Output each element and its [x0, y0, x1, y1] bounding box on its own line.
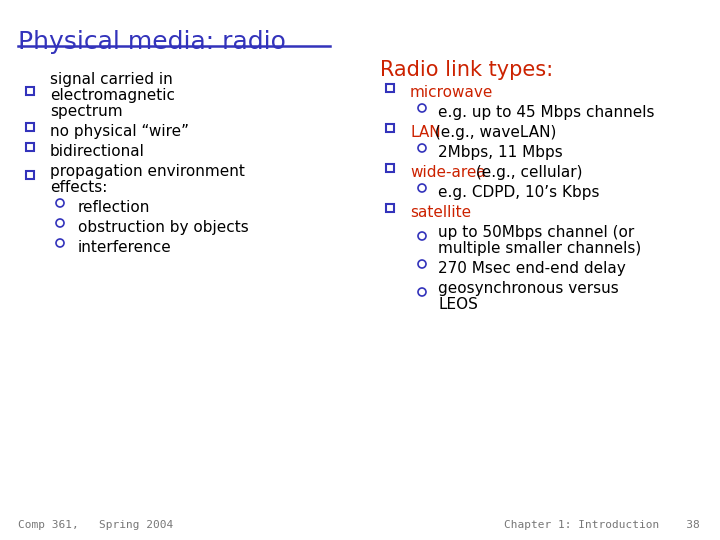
Text: Physical media: radio: Physical media: radio — [18, 30, 286, 54]
Text: multiple smaller channels): multiple smaller channels) — [438, 241, 642, 256]
Text: no physical “wire”: no physical “wire” — [50, 124, 189, 139]
Text: LEOS: LEOS — [438, 297, 478, 312]
Text: bidirectional: bidirectional — [50, 144, 145, 159]
Bar — [386, 84, 394, 92]
Bar — [386, 204, 394, 212]
Text: obstruction by objects: obstruction by objects — [78, 220, 248, 235]
Text: signal carried in: signal carried in — [50, 72, 173, 87]
Bar — [26, 171, 34, 179]
Text: electromagnetic: electromagnetic — [50, 88, 175, 103]
Text: 270 Msec end-end delay: 270 Msec end-end delay — [438, 261, 626, 276]
Text: effects:: effects: — [50, 180, 107, 195]
Bar — [26, 87, 34, 95]
Text: up to 50Mbps channel (or: up to 50Mbps channel (or — [438, 225, 634, 240]
Text: Radio link types:: Radio link types: — [380, 60, 553, 80]
Text: Comp 361,   Spring 2004: Comp 361, Spring 2004 — [18, 520, 174, 530]
Text: interference: interference — [78, 240, 172, 255]
Text: reflection: reflection — [78, 200, 150, 215]
Text: Chapter 1: Introduction    38: Chapter 1: Introduction 38 — [504, 520, 700, 530]
Text: satellite: satellite — [410, 205, 471, 220]
Text: LAN: LAN — [410, 125, 441, 140]
Bar — [386, 164, 394, 172]
Text: wide-area: wide-area — [410, 165, 486, 180]
Text: microwave: microwave — [410, 85, 493, 100]
Text: 2Mbps, 11 Mbps: 2Mbps, 11 Mbps — [438, 145, 563, 160]
Text: (e.g., cellular): (e.g., cellular) — [472, 165, 583, 180]
Text: propagation environment: propagation environment — [50, 164, 245, 179]
Text: e.g. up to 45 Mbps channels: e.g. up to 45 Mbps channels — [438, 105, 654, 120]
Text: spectrum: spectrum — [50, 104, 122, 119]
Text: (e.g., waveLAN): (e.g., waveLAN) — [431, 125, 557, 140]
Bar — [386, 124, 394, 132]
Text: geosynchronous versus: geosynchronous versus — [438, 281, 618, 296]
Bar — [26, 143, 34, 151]
Bar — [26, 123, 34, 131]
Text: e.g. CDPD, 10’s Kbps: e.g. CDPD, 10’s Kbps — [438, 185, 600, 200]
